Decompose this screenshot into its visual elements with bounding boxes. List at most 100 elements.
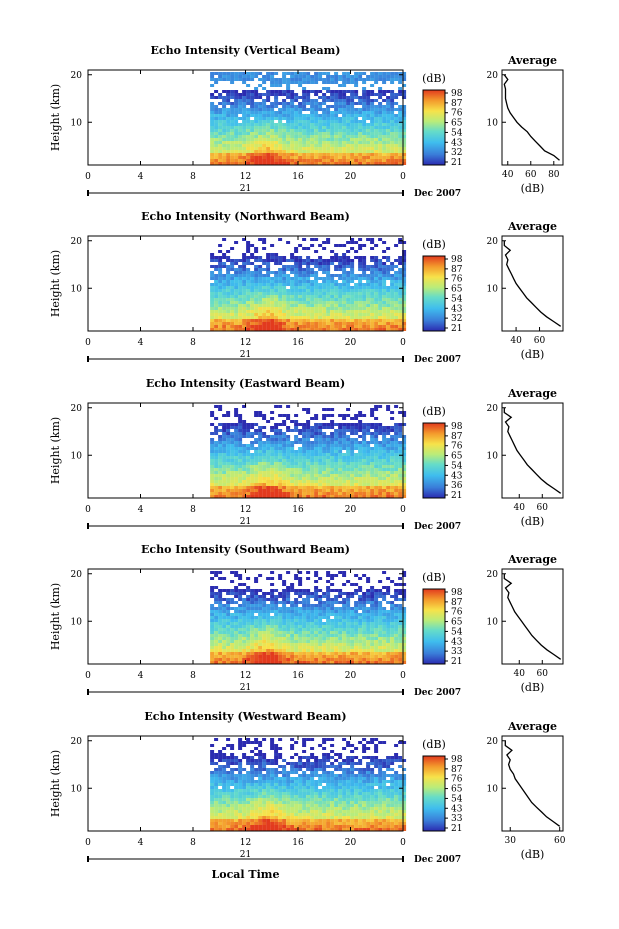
- heatmap-cell: [358, 144, 363, 147]
- heatmap-cell: [342, 135, 347, 138]
- heatmap-cell: [250, 78, 255, 81]
- heatmap-cell: [342, 426, 347, 429]
- heatmap-cell: [314, 619, 319, 622]
- heatmap-cell: [354, 429, 359, 432]
- heatmap-cell: [378, 480, 383, 483]
- heatmap-cell: [326, 601, 331, 604]
- heatmap-cell: [214, 304, 219, 307]
- heatmap-cell: [354, 453, 359, 456]
- heatmap-cell: [310, 298, 315, 301]
- heatmap-cell: [314, 72, 319, 75]
- heatmap-cell: [298, 144, 303, 147]
- heatmap-cell: [330, 259, 335, 262]
- heatmap-cell: [274, 256, 279, 259]
- heatmap-cell: [394, 132, 399, 135]
- heatmap-cell: [234, 483, 239, 486]
- heatmap-cell: [278, 480, 283, 483]
- heatmap-cell: [374, 480, 379, 483]
- heatmap-cell: [214, 325, 219, 328]
- heatmap-cell: [222, 492, 227, 495]
- average-x-tick-label: 80: [548, 170, 560, 180]
- heatmap-cell: [398, 271, 403, 274]
- heatmap-cell: [302, 93, 307, 96]
- heatmap-cell: [286, 661, 291, 664]
- heatmap-cell: [214, 571, 219, 574]
- heatmap-cell: [326, 292, 331, 295]
- heatmap-cell: [262, 637, 267, 640]
- heatmap-cell: [386, 462, 391, 465]
- heatmap-cell: [382, 462, 387, 465]
- heatmap-cell: [274, 480, 279, 483]
- heatmap-cell: [298, 634, 303, 637]
- heatmap-cell: [238, 447, 243, 450]
- heatmap-cell: [366, 462, 371, 465]
- heatmap-cell: [330, 310, 335, 313]
- heatmap-cell: [382, 292, 387, 295]
- heatmap-cell: [354, 325, 359, 328]
- heatmap-cell: [250, 132, 255, 135]
- heatmap-cell: [282, 304, 287, 307]
- heatmap-cell: [342, 153, 347, 156]
- heatmap-cell: [334, 159, 339, 162]
- heatmap-cell: [286, 625, 291, 628]
- heatmap-cell: [370, 637, 375, 640]
- heatmap-cell: [254, 129, 259, 132]
- heatmap-cell: [362, 120, 367, 123]
- heatmap-cell: [378, 307, 383, 310]
- heatmap-cell: [222, 319, 227, 322]
- heatmap-cell: [398, 477, 403, 480]
- heatmap-cell: [286, 643, 291, 646]
- heatmap-cell: [350, 474, 355, 477]
- y-tick-label: 10: [71, 284, 83, 294]
- heatmap-cell: [358, 468, 363, 471]
- heatmap-cell: [366, 459, 371, 462]
- heatmap-cell: [382, 456, 387, 459]
- heatmap-cell: [362, 126, 367, 129]
- heatmap-cell: [210, 120, 215, 123]
- heatmap-cell: [218, 135, 223, 138]
- heatmap-cell: [386, 141, 391, 144]
- heatmap-cell: [270, 319, 275, 322]
- heatmap-cell: [322, 489, 327, 492]
- heatmap-cell: [338, 643, 343, 646]
- heatmap-cell: [386, 123, 391, 126]
- heatmap-cell: [298, 658, 303, 661]
- heatmap-cell: [390, 96, 395, 99]
- heatmap-cell: [294, 108, 299, 111]
- heatmap-cell: [362, 307, 367, 310]
- heatmap-cell: [266, 322, 271, 325]
- heatmap-cell: [246, 280, 251, 283]
- heatmap-cell: [334, 640, 339, 643]
- heatmap-cell: [346, 477, 351, 480]
- heatmap-cell: [246, 625, 251, 628]
- heatmap-cell: [358, 616, 363, 619]
- heatmap-cell: [390, 283, 395, 286]
- heatmap-cell: [398, 277, 403, 280]
- heatmap-cell: [274, 114, 279, 117]
- heatmap-cell: [338, 84, 343, 87]
- heatmap-cell: [218, 459, 223, 462]
- heatmap-cell: [362, 643, 367, 646]
- heatmap-cell: [354, 616, 359, 619]
- heatmap-cell: [374, 304, 379, 307]
- heatmap-cell: [270, 489, 275, 492]
- colorbar-tick-label: 65: [451, 119, 463, 129]
- heatmap-cell: [274, 432, 279, 435]
- heatmap-cell: [222, 589, 227, 592]
- heatmap-cell: [354, 652, 359, 655]
- heatmap-cell: [282, 117, 287, 120]
- heatmap-cell: [302, 153, 307, 156]
- heatmap-cell: [302, 325, 307, 328]
- heatmap-cell: [330, 292, 335, 295]
- heatmap-cell: [394, 265, 399, 268]
- heatmap-cell: [274, 295, 279, 298]
- heatmap-cell: [390, 426, 395, 429]
- heatmap-cell: [238, 417, 243, 420]
- heatmap-cell: [370, 441, 375, 444]
- heatmap-cell: [386, 75, 391, 78]
- heatmap-cell: [382, 474, 387, 477]
- heatmap-cell: [210, 301, 215, 304]
- heatmap-cell: [298, 153, 303, 156]
- heatmap-cell: [318, 256, 323, 259]
- heatmap-cell: [378, 108, 383, 111]
